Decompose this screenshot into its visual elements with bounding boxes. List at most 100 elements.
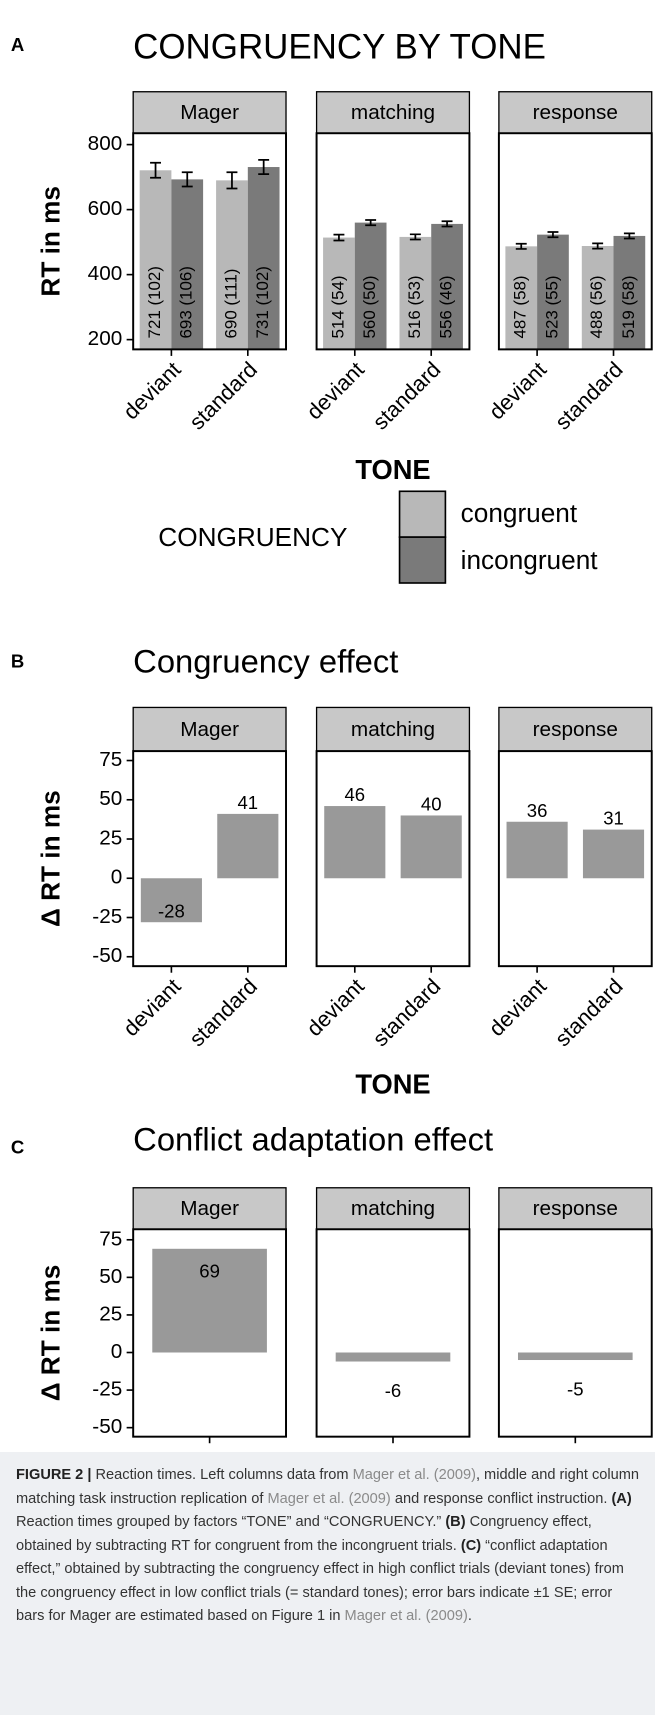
caption-text: Mager et al. (2009) [344,1608,468,1624]
error-bar [441,220,453,228]
bar [171,179,204,350]
error-bar [226,171,238,190]
y-tick-label: 25 [99,1302,122,1325]
y-axis-label: Δ RT in ms [35,1265,65,1402]
panel-marks: 514 (54) 560 (50) 516 (53) 556 (46) [323,219,463,350]
y-axis-label: RT in ms [35,186,65,297]
y-tick-label: 50 [99,1265,122,1288]
facet-strip [132,706,287,752]
facet-strip [132,1187,287,1230]
x-tick-label: deviant [118,974,185,1041]
facet-label: matching [351,1197,435,1220]
bar [335,1352,451,1362]
x-tick-label: deviant [302,974,369,1041]
bar [517,1352,633,1361]
error-bar [547,231,559,239]
value-label: 519 (58) [619,275,638,338]
panel-marks: 46 40 [324,784,462,879]
error-bar [623,232,635,240]
y-tick-label: 800 [88,132,123,155]
x-axis-label: TONE [355,1068,430,1099]
y-tick-label: 75 [99,1227,122,1250]
facet-label: Mager [180,1197,239,1220]
y-tick-label: 400 [88,262,123,285]
legend-label: incongruent [461,545,599,575]
y-tick-label: -25 [92,905,122,928]
value-label: 514 (54) [328,275,347,338]
error-bar [333,233,345,242]
caption-text: Mager et al. (2009) [267,1490,391,1507]
panel-marks: -5 [517,1352,633,1399]
y-tick-label: 50 [99,787,122,810]
caption-text: Congruency effect, obtained by subtracti… [16,1514,592,1554]
y-axis-label: Δ RT in ms [35,790,65,927]
facet-label: Mager [180,718,239,741]
y-tick-label: 75 [99,748,122,771]
x-tick-label: deviant [484,974,551,1041]
bar [216,180,248,350]
legend-label: congruent [461,498,578,528]
x-axis-label: TONE [355,454,430,485]
value-label: 46 [344,784,365,805]
value-label: 41 [237,792,258,813]
panel-label: C [11,1136,24,1157]
panel-border [497,132,653,351]
y-tick-label: -50 [92,944,122,967]
error-bar [181,171,193,188]
value-label: 693 (106) [177,266,196,338]
value-label: 721 (102) [145,266,164,338]
chart-title: Conflict adaptation effect [133,1121,493,1158]
caption: FIGURE 2 | Reaction times. Left columns … [0,1452,655,1715]
panel-marks: 69 [152,1248,267,1353]
bar [506,821,568,879]
x-tick-label: standard [368,974,446,1052]
panel-border [132,132,287,351]
error-bar [150,161,161,179]
bar [505,246,538,350]
facet-label: response [533,101,618,124]
value-label: 69 [199,1261,220,1282]
value-label: 523 (55) [542,275,561,338]
facet-strip [498,1187,653,1230]
error-bar [592,242,604,250]
bar [582,829,645,879]
bar [323,237,355,350]
bar [140,878,202,923]
facet-label: Mager [180,101,239,124]
error-bar [258,159,270,176]
x-tick-label: deviant [484,357,551,424]
caption-text: and response conflict instruction. [390,1490,612,1507]
panel-border [315,750,471,968]
facet-strip [132,91,287,134]
caption-text: (A) [611,1490,632,1507]
value-label: 40 [421,794,442,815]
panel-border [132,1228,287,1438]
facet-strip [498,91,653,134]
panel-border [497,750,653,968]
y-tick-label: 25 [99,826,122,849]
caption-text: Reaction times. Left columns data from [91,1467,353,1483]
value-label: 488 (56) [587,275,606,338]
panel-marks: 36 31 [506,800,645,879]
bar [399,236,432,350]
bar [247,167,280,350]
x-tick-label: standard [550,974,628,1052]
panel-label: B [11,651,24,672]
bar [537,234,569,350]
bar [152,1248,267,1353]
caption-text: “conflict adaptation effect,” obtained b… [16,1537,624,1625]
panel-border [497,1228,653,1438]
y-tick-label: 200 [88,327,123,350]
x-tick-label: standard [550,357,628,435]
y-tick-label: -25 [92,1378,122,1401]
value-label: -6 [385,1380,402,1401]
value-label: 731 (102) [253,266,272,338]
legend-key [398,536,447,584]
caption-text: (C) [460,1537,482,1554]
panel-marks: -28 41 [140,792,279,923]
bar [217,813,279,879]
bar [139,170,172,350]
facet-strip [315,91,471,134]
y-tick-label: -50 [92,1415,122,1438]
